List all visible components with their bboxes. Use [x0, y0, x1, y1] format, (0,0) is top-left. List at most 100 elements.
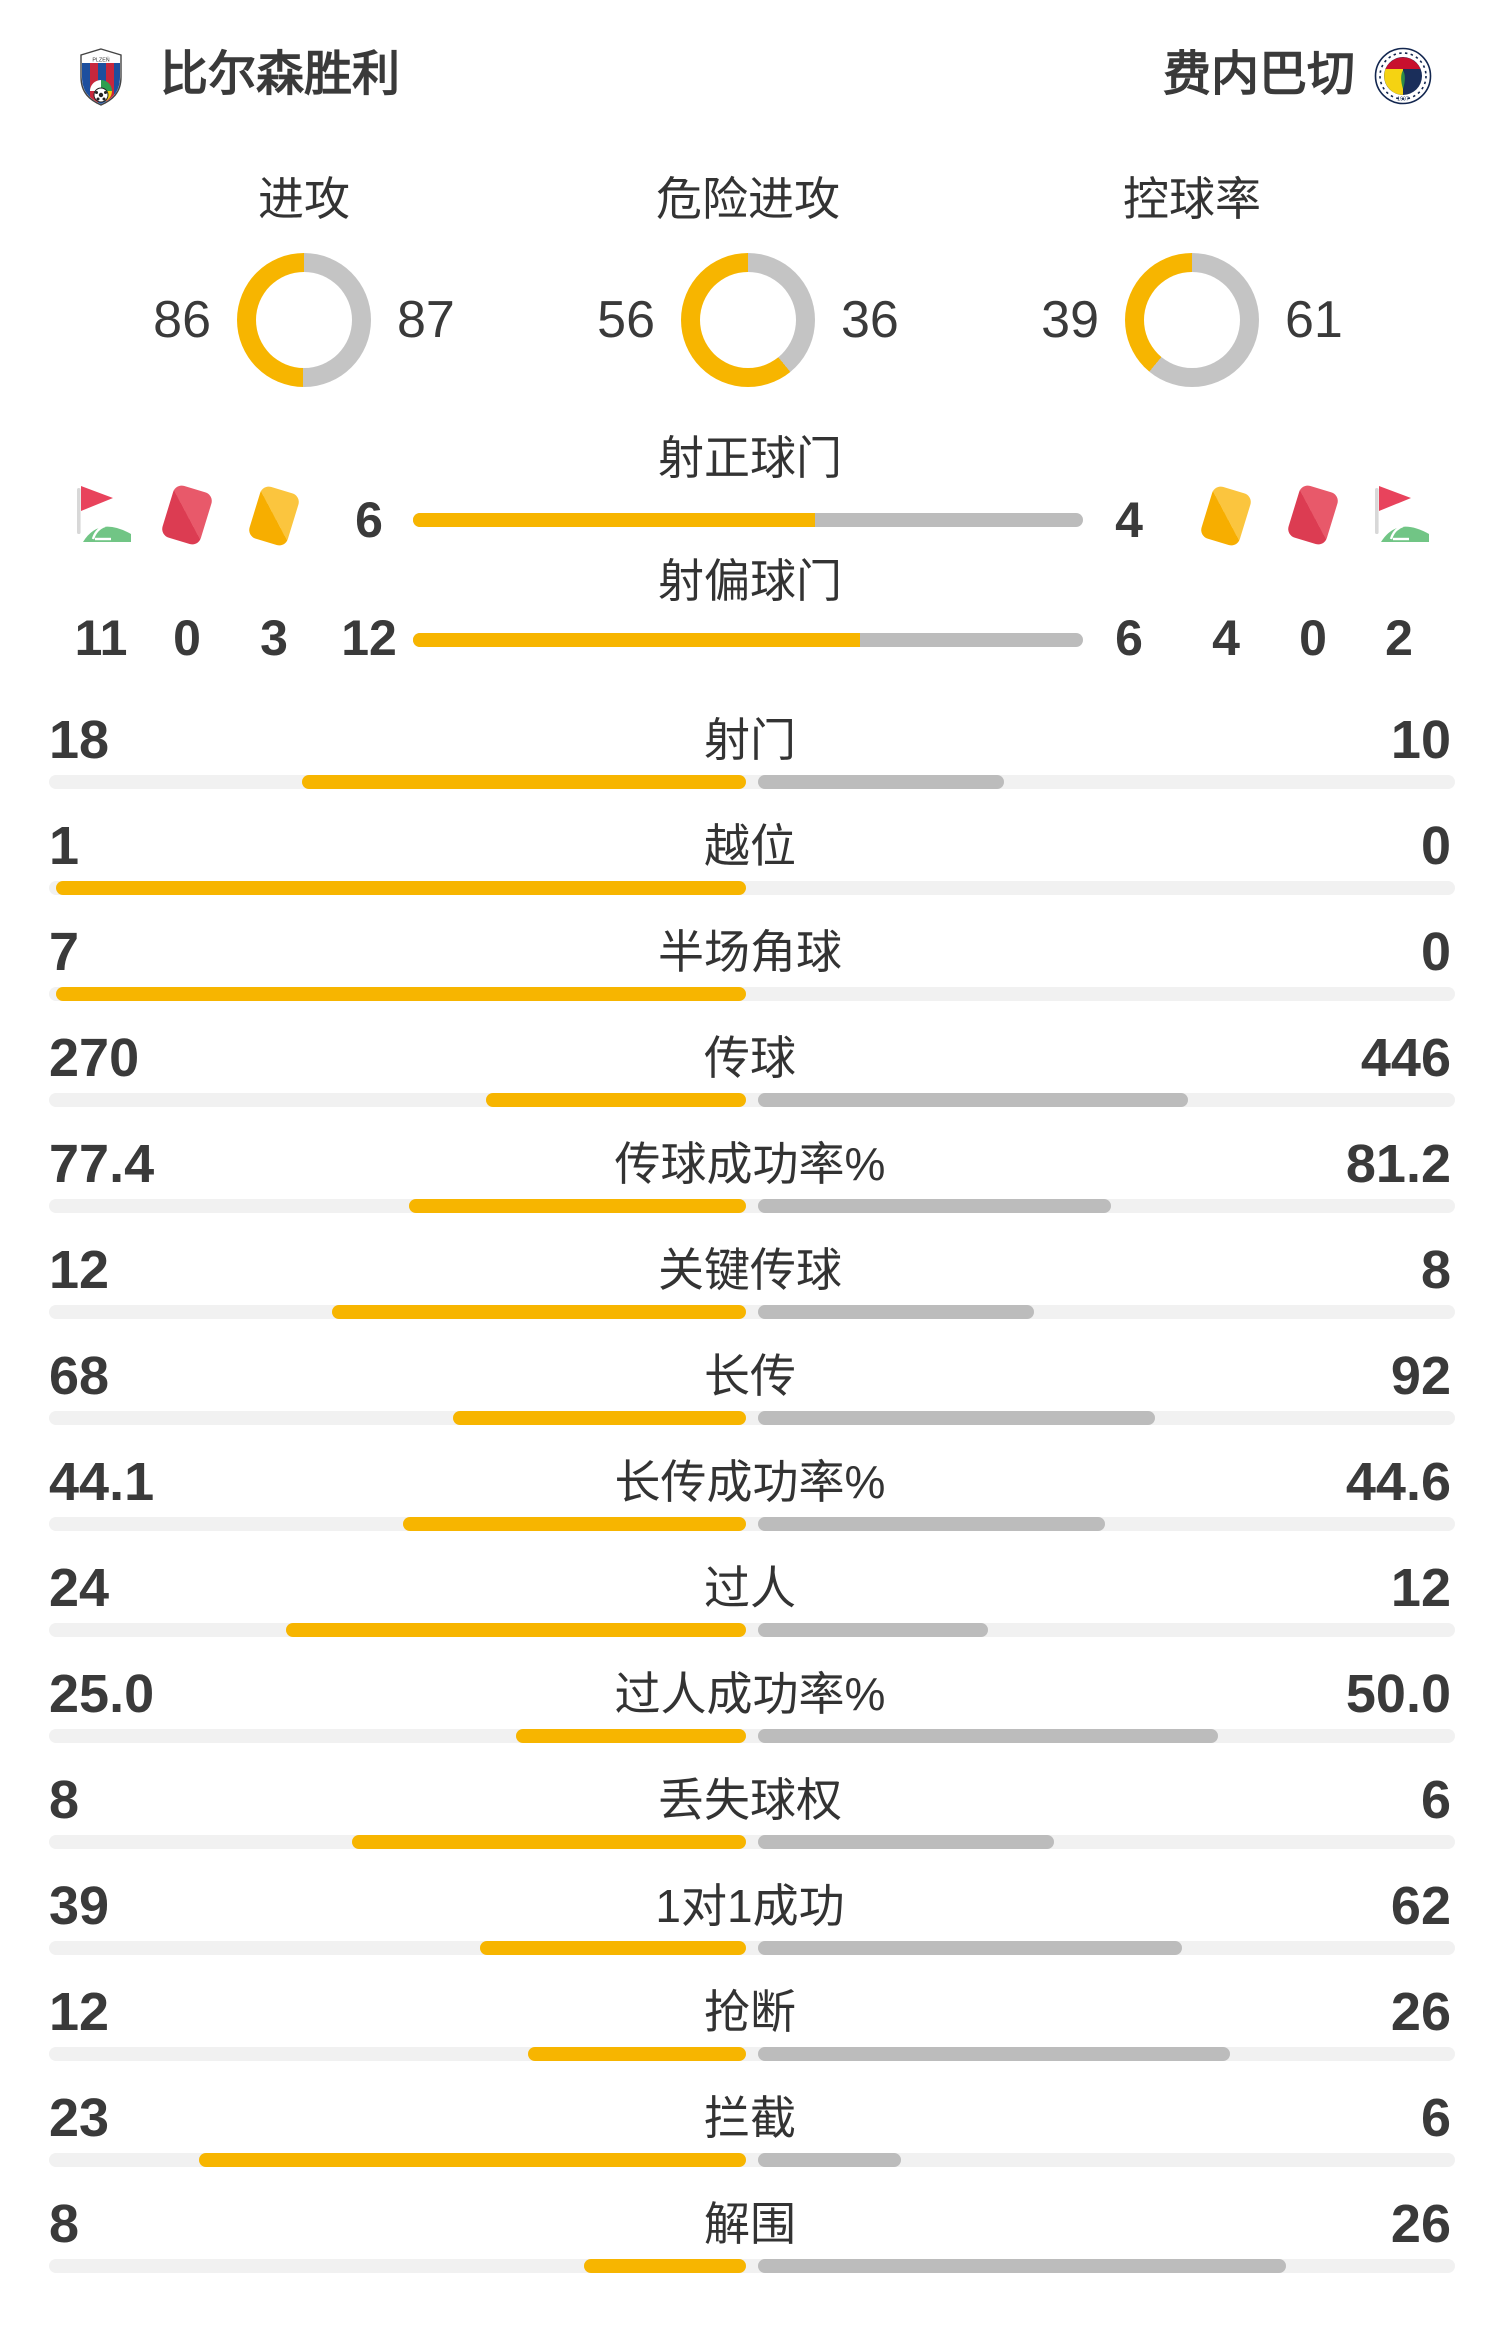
stat-label: 解围 — [704, 2198, 796, 2250]
stat-label: 过人成功率% — [614, 1668, 886, 1720]
home-team-name: 比尔森胜利 — [160, 48, 401, 101]
stat-bar-track — [49, 1729, 1455, 1743]
stat-bar-track — [49, 1093, 1455, 1107]
away-yellow-card-icon — [1194, 484, 1258, 550]
donut-title: 进攻 — [258, 173, 350, 225]
stat-home-bar — [584, 2259, 746, 2273]
shots-off-target-bar — [413, 633, 1083, 647]
stat-bar-track — [49, 1835, 1455, 1849]
shots-on-target-home: 6 — [355, 492, 383, 548]
stat-label: 越位 — [704, 820, 796, 872]
stat-away-bar — [758, 2259, 1286, 2273]
stat-home-bar — [528, 2047, 746, 2061]
stat-bar-track — [49, 1941, 1455, 1955]
shots-off-target-away: 6 — [1115, 610, 1143, 666]
shots-on-target-home-fill — [413, 513, 815, 527]
stat-row: 68 长传 92 — [0, 1323, 1500, 1429]
stat-home-value: 8 — [49, 1770, 80, 1830]
stat-away-bar — [758, 1517, 1105, 1531]
stat-home-value: 12 — [49, 1240, 110, 1300]
donut-ring — [237, 253, 371, 387]
stat-away-bar — [758, 2047, 1230, 2061]
donut-away-value: 87 — [397, 291, 455, 349]
home-yellow-cards-count: 3 — [260, 610, 288, 666]
stat-home-bar — [516, 1729, 746, 1743]
stat-home-value: 1 — [49, 816, 80, 876]
home-team-crest-icon: PLZEŇ — [80, 48, 122, 106]
stat-bar-track — [49, 1623, 1455, 1637]
away-red-cards-count: 0 — [1299, 610, 1327, 666]
stat-home-bar — [480, 1941, 746, 1955]
stat-away-bar — [758, 1199, 1111, 1213]
stat-home-value: 68 — [49, 1346, 110, 1406]
away-red-card-icon — [1281, 483, 1345, 549]
stat-home-value: 23 — [49, 2088, 110, 2148]
stat-label: 长传成功率% — [614, 1456, 886, 1508]
stat-away-bar — [758, 2153, 901, 2167]
svg-text:1907: 1907 — [1397, 97, 1409, 103]
stat-row: 12 抢断 26 — [0, 1959, 1500, 2065]
stat-home-bar — [352, 1835, 746, 1849]
stat-row: 8 丢失球权 6 — [0, 1747, 1500, 1853]
stat-away-bar — [758, 1623, 988, 1637]
stat-home-value: 12 — [49, 1982, 110, 2042]
stat-home-value: 77.4 — [49, 1134, 155, 1194]
home-corners-count: 11 — [74, 610, 128, 666]
stat-home-bar — [332, 1305, 746, 1319]
away-team-crest-icon: 1907 — [1374, 47, 1432, 105]
away-corners-count: 2 — [1385, 610, 1413, 666]
stat-home-value: 270 — [49, 1028, 140, 1088]
stat-label: 长传 — [704, 1350, 796, 1402]
donut-away-value: 61 — [1285, 291, 1343, 349]
stat-away-value: 0 — [1420, 816, 1451, 876]
stat-row: 25.0 过人成功率% 50.0 — [0, 1641, 1500, 1747]
stat-home-bar — [453, 1411, 746, 1425]
stat-label: 传球成功率% — [614, 1138, 886, 1190]
stat-away-value: 12 — [1390, 1558, 1451, 1618]
stat-away-value: 446 — [1360, 1028, 1451, 1088]
stat-home-value: 25.0 — [49, 1664, 155, 1724]
stat-away-value: 50.0 — [1345, 1664, 1451, 1724]
stat-label: 丢失球权 — [658, 1774, 842, 1826]
corner-flag-icon — [69, 484, 133, 550]
stat-row: 8 解围 26 — [0, 2171, 1500, 2277]
stat-away-value: 92 — [1390, 1346, 1451, 1406]
shots-on-target-label: 射正球门 — [658, 432, 842, 484]
stat-away-value: 26 — [1390, 2194, 1451, 2254]
shots-on-target-away: 4 — [1115, 492, 1143, 548]
stat-away-value: 44.6 — [1345, 1452, 1451, 1512]
stat-row: 12 关键传球 8 — [0, 1217, 1500, 1323]
donut-home-value: 39 — [1041, 291, 1099, 349]
stat-row: 44.1 长传成功率% 44.6 — [0, 1429, 1500, 1535]
stat-away-bar — [758, 1941, 1182, 1955]
stat-away-value: 81.2 — [1345, 1134, 1451, 1194]
stat-home-bar — [486, 1093, 746, 1107]
donut-home-value: 56 — [597, 291, 655, 349]
stat-home-value: 7 — [49, 922, 80, 982]
stat-home-bar — [302, 775, 746, 789]
stat-home-value: 24 — [49, 1558, 110, 1618]
stat-label: 射门 — [704, 714, 796, 766]
away-yellow-cards-count: 4 — [1212, 610, 1240, 666]
shots-on-target-bar — [413, 513, 1083, 527]
stat-bar-track — [49, 1305, 1455, 1319]
stat-away-bar — [758, 1305, 1034, 1319]
stat-home-bar — [56, 987, 746, 1001]
stat-away-value: 0 — [1420, 922, 1451, 982]
stat-away-value: 6 — [1420, 2088, 1451, 2148]
stat-row: 270 传球 446 — [0, 1005, 1500, 1111]
away-corner-flag-icon — [1367, 484, 1431, 550]
stat-home-bar — [409, 1199, 746, 1213]
stat-row: 1 越位 0 — [0, 793, 1500, 899]
stat-label: 半场角球 — [658, 926, 842, 978]
stat-bar-track — [49, 775, 1455, 789]
donut-away-value: 36 — [841, 291, 899, 349]
stat-row: 39 1对1成功 62 — [0, 1853, 1500, 1959]
stat-home-bar — [199, 2153, 746, 2167]
stat-label: 传球 — [704, 1032, 796, 1084]
stat-home-bar — [56, 881, 746, 895]
shots-off-target-home-fill — [413, 633, 860, 647]
svg-text:PLZEŇ: PLZEŇ — [92, 57, 109, 64]
stat-home-value: 18 — [49, 710, 110, 770]
stat-away-bar — [758, 775, 1004, 789]
